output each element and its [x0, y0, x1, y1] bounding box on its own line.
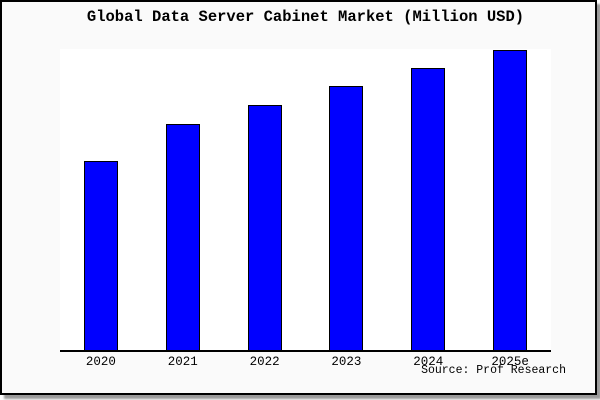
x-axis-labels: 2020 2021 2022 2023 2024 2025e — [60, 352, 551, 370]
bar-2022 — [247, 105, 282, 350]
source-credit: Source: Prof Research — [421, 364, 566, 377]
bar-2025e — [493, 50, 528, 350]
x-tick-label: 2020 — [85, 355, 116, 369]
bar-2024 — [411, 68, 446, 350]
x-tick-label: 2022 — [249, 355, 280, 369]
x-tick-label: 2024 — [413, 355, 444, 369]
bar-2021 — [165, 124, 200, 350]
plot-area — [60, 49, 551, 352]
x-tick-label: 2025e — [491, 355, 529, 369]
bar-2023 — [329, 86, 364, 350]
bar-2020 — [83, 161, 118, 350]
chart-title: Global Data Server Cabinet Market (Milli… — [86, 8, 525, 26]
x-tick-label: 2023 — [331, 355, 362, 369]
x-tick-label: 2021 — [167, 355, 198, 369]
